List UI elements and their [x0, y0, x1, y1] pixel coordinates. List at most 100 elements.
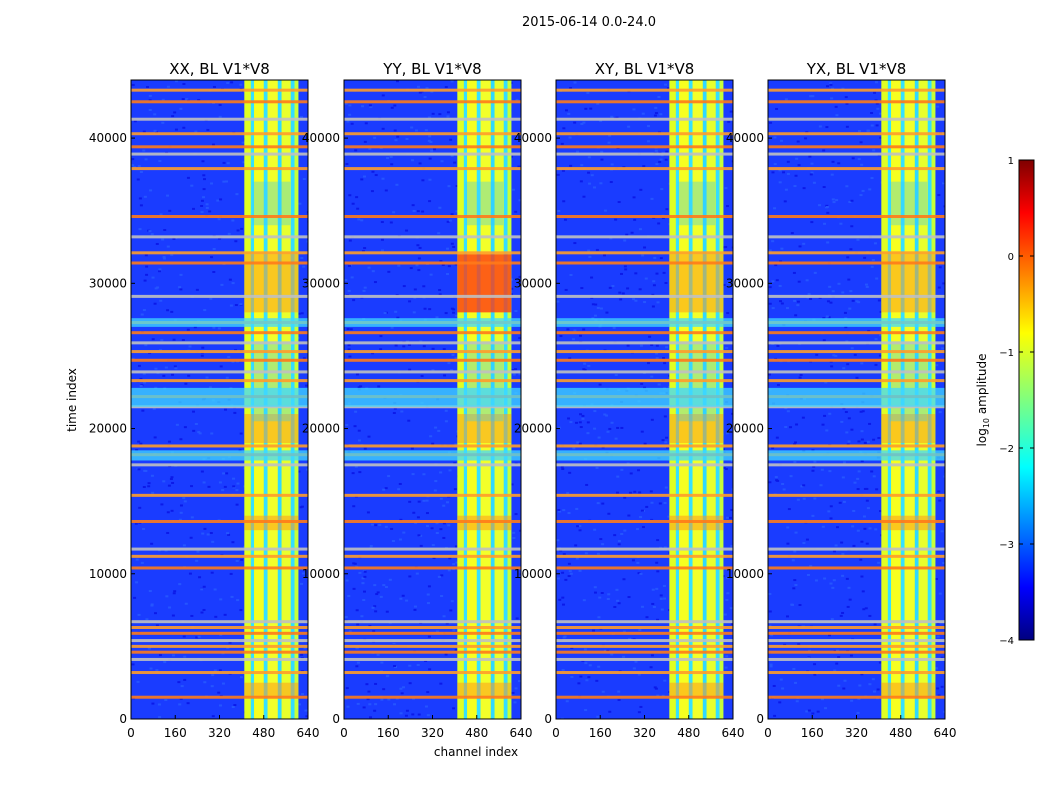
flag-row: [131, 370, 308, 374]
noise-speck: [384, 487, 388, 490]
panel-4: YX, BL V1*V80 160 320 480 640010000200003000…: [726, 60, 957, 740]
noise-speck: [943, 475, 945, 478]
noise-speck: [415, 572, 419, 575]
noise-speck: [134, 522, 138, 525]
noise-speck: [218, 669, 222, 672]
noise-speck: [780, 247, 784, 250]
noise-speck: [567, 575, 571, 578]
noise-speck: [798, 245, 802, 248]
noise-speck: [870, 112, 874, 115]
flag-row: [131, 152, 308, 156]
noise-speck: [143, 195, 147, 198]
noise-speck: [593, 314, 597, 317]
noise-speck: [862, 515, 866, 518]
noise-speck: [137, 440, 141, 443]
noise-speck: [183, 500, 187, 503]
flag-row: [344, 331, 521, 335]
noise-speck: [380, 249, 384, 252]
flag-row: [768, 294, 945, 298]
noise-speck: [591, 303, 595, 306]
noise-speck: [387, 475, 391, 478]
noise-speck: [583, 362, 587, 365]
noise-speck: [935, 364, 939, 367]
noise-speck: [855, 300, 859, 303]
noise-speck: [231, 705, 235, 708]
noise-speck: [448, 469, 452, 472]
noise-speck: [600, 591, 604, 594]
noise-speck: [614, 218, 618, 221]
noise-speck: [202, 188, 206, 191]
noise-speck: [820, 468, 824, 471]
y-tick-label: 10000: [89, 567, 127, 581]
flag-row: [556, 235, 733, 239]
noise-speck: [666, 87, 670, 90]
noise-speck: [349, 328, 353, 331]
noise-speck: [608, 286, 612, 289]
noise-speck: [426, 691, 430, 694]
noise-speck: [218, 115, 222, 118]
noise-speck: [837, 656, 841, 659]
noise-speck: [877, 561, 881, 564]
noise-speck: [794, 681, 798, 684]
noise-speck: [363, 286, 367, 289]
noise-speck: [797, 280, 801, 283]
noise-speck: [623, 239, 627, 242]
noise-speck: [587, 156, 591, 159]
flag-row: [556, 379, 733, 383]
flag-row: [768, 620, 945, 624]
noise-speck: [639, 188, 643, 191]
flag-row: [768, 444, 945, 448]
noise-speck: [447, 265, 451, 268]
noise-speck: [647, 362, 651, 365]
noise-speck: [514, 368, 518, 371]
noise-speck: [849, 654, 853, 657]
cyan-strip: [344, 387, 521, 407]
noise-speck: [850, 199, 854, 202]
noise-speck: [177, 681, 181, 684]
noise-speck: [769, 665, 773, 668]
noise-speck: [857, 697, 861, 700]
noise-speck: [727, 120, 731, 123]
noise-speck: [397, 264, 401, 267]
noise-speck: [396, 316, 400, 319]
noise-speck: [427, 139, 431, 142]
noise-speck: [848, 307, 852, 310]
noise-speck: [415, 264, 419, 267]
noise-speck: [434, 426, 438, 429]
noise-speck: [344, 102, 348, 105]
noise-speck: [651, 588, 655, 591]
noise-speck: [628, 491, 632, 494]
noise-speck: [166, 194, 170, 197]
noise-speck: [234, 240, 238, 243]
cyan-strip: [768, 318, 945, 327]
noise-speck: [300, 505, 304, 508]
flag-row: [131, 100, 308, 104]
noise-speck: [446, 220, 450, 223]
noise-speck: [864, 607, 868, 610]
noise-speck: [168, 606, 172, 609]
noise-speck: [444, 86, 448, 89]
flag-row: [344, 547, 521, 551]
y-tick-label: 0: [544, 712, 552, 726]
x-tick-label: 320: [208, 726, 231, 740]
noise-speck: [421, 179, 425, 182]
flag-row: [768, 554, 945, 558]
noise-speck: [813, 673, 817, 676]
noise-speck: [137, 165, 141, 168]
flag-row: [768, 358, 945, 362]
noise-speck: [640, 509, 644, 512]
noise-speck: [381, 177, 385, 180]
noise-speck: [828, 470, 832, 473]
noise-speck: [584, 709, 588, 712]
noise-speck: [612, 326, 616, 329]
noise-speck: [830, 365, 834, 368]
noise-speck: [201, 346, 205, 349]
noise-speck: [725, 598, 729, 601]
noise-speck: [848, 598, 852, 601]
noise-speck: [380, 698, 384, 701]
noise-speck: [731, 488, 733, 491]
noise-speck: [384, 586, 388, 589]
noise-speck: [664, 486, 668, 489]
noise-speck: [139, 171, 143, 174]
noise-speck: [201, 160, 205, 163]
